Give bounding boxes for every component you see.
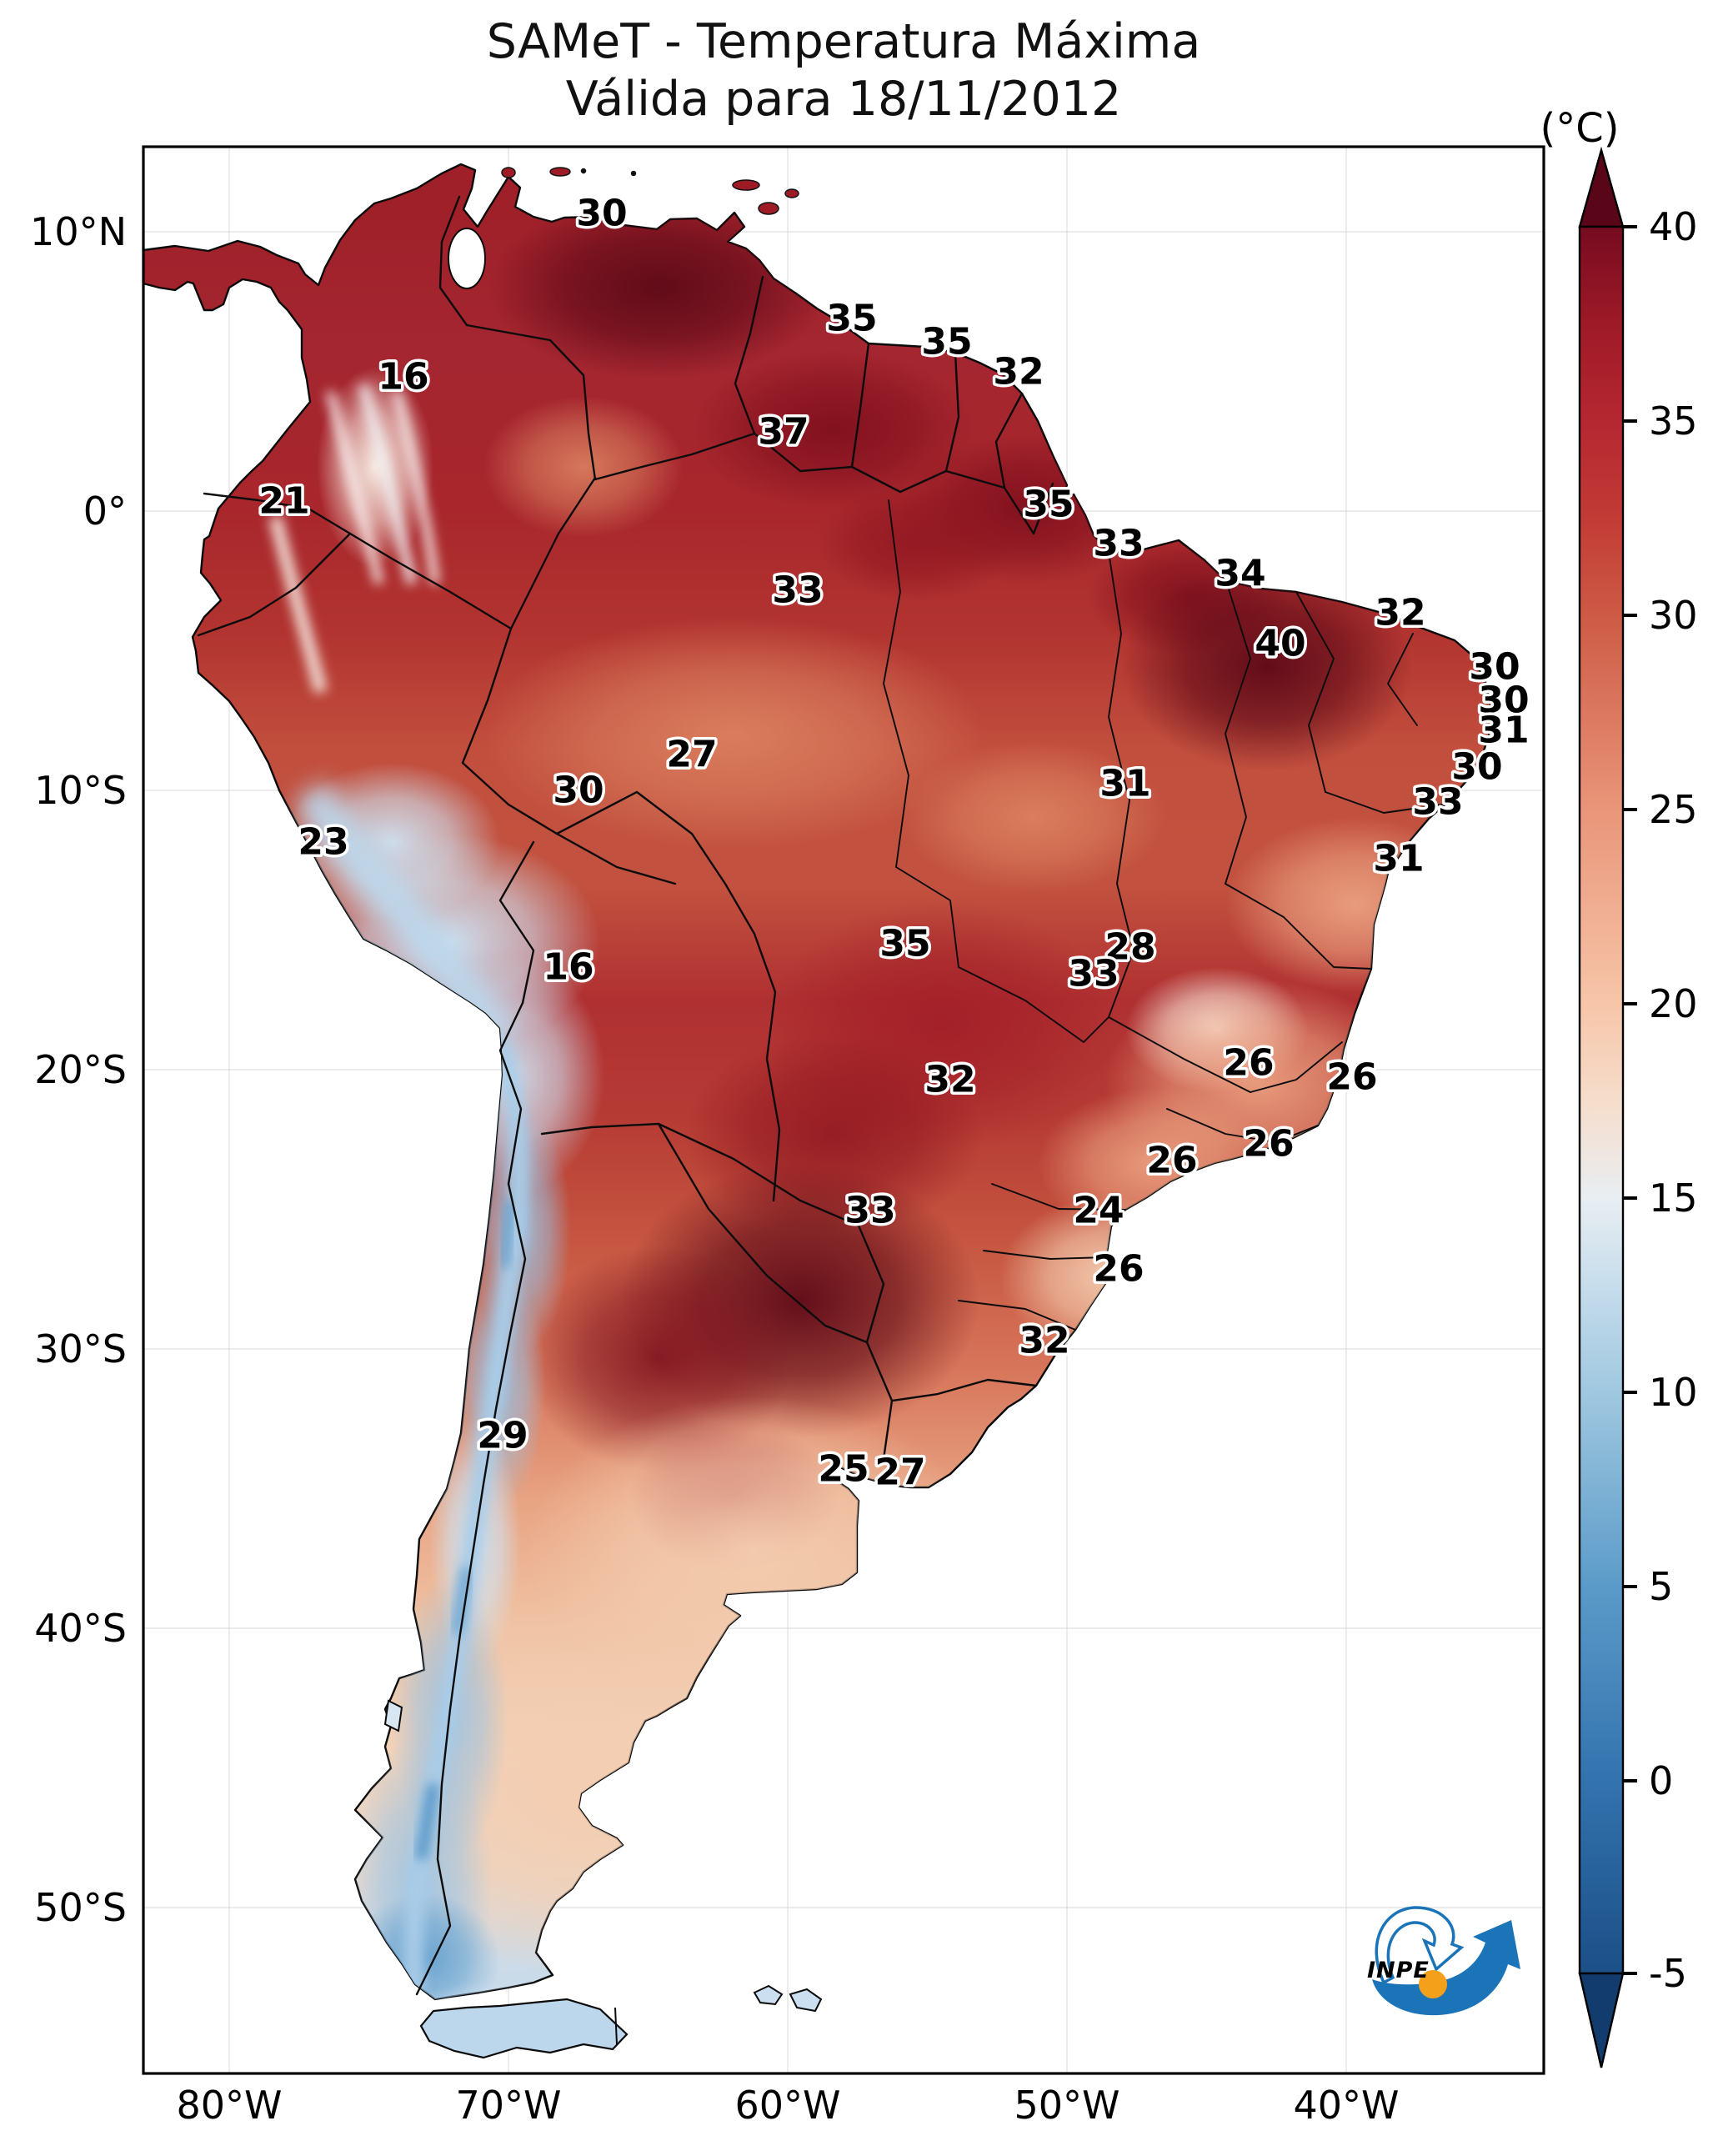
temperature-annotation: 35 [1023,484,1074,526]
temperature-annotation: 32 [993,351,1044,394]
page-title: SAMeT - Temperatura Máxima Válida para 1… [0,13,1687,128]
chiloe-island [383,1699,403,1732]
colorbar-tick-mark [1623,1391,1637,1394]
temperature-annotation: 31 [1099,763,1150,805]
temperature-annotation: 28 [1104,926,1155,969]
lon-tick-label: 80°W [176,2083,283,2128]
logo-orange-dot [1419,1970,1447,1998]
temperature-annotation: 32 [1019,1320,1069,1362]
temperature-annotation: 34 [1215,553,1265,595]
state-borders [883,499,1443,1331]
temperature-annotation: 29 [477,1415,528,1457]
colorbar-tick-label: 20 [1649,981,1698,1026]
colorbar-tick-mark [1623,1972,1637,1975]
colorbar [1578,146,1625,2068]
inpe-logo: INPE [1367,1906,1520,2016]
temperature-annotation: 35 [826,298,877,340]
colorbar-tick-label: 5 [1649,1564,1674,1609]
colorbar-tick-mark [1623,614,1637,617]
tdf-border [614,2007,618,2045]
temperature-annotation: 30 [576,193,627,235]
temperature-annotation: 26 [1223,1042,1274,1085]
colorbar-tick-label: 35 [1649,399,1698,444]
colorbar-gradient-bar [1578,225,1625,1975]
logo-orbit-arrow [1375,1906,1465,1985]
lat-tick-label: 40°S [34,1606,127,1651]
lat-tick-label: 10°N [30,209,127,254]
colorbar-tick-mark [1623,419,1637,423]
lake-maracaibo [448,228,486,289]
lat-tick-label: 10°S [34,768,127,813]
temperature-annotation: 26 [1243,1123,1294,1166]
temperature-annotation: 26 [1326,1056,1377,1099]
country-borders [197,195,1054,1996]
colorbar-tick-label: -5 [1649,1951,1687,1996]
temperature-annotation: 16 [543,946,594,989]
falkland-islands [753,1984,823,2013]
temperature-annotation: 26 [1146,1140,1197,1182]
colorbar-tick-mark [1623,225,1637,228]
logo-text: INPE [1367,1958,1430,1983]
temperature-annotation: 35 [921,321,972,364]
temperature-annotation: 33 [1412,781,1463,824]
temperature-annotation: 30 [1469,646,1520,689]
temperature-annotation: 31 [1373,838,1424,880]
colorbar-tick-mark [1623,808,1637,811]
lat-tick-label: 30°S [34,1326,127,1371]
caribbean-islands [501,167,799,215]
lon-tick-label: 50°W [1014,2083,1120,2128]
temperature-annotation: 33 [844,1190,895,1232]
colorbar-under-arrow [1578,1972,1625,2068]
lon-tick-label: 70°W [455,2083,562,2128]
colorbar-unit-label: (°C) [1540,105,1620,152]
colorbar-tick-label: 10 [1649,1370,1698,1415]
temperature-annotation: 33 [1068,953,1119,995]
tierra-del-fuego [419,1998,629,2059]
colorbar-tick-label: 0 [1649,1758,1674,1803]
title-line-1: SAMeT - Temperatura Máxima [486,14,1201,69]
colorbar-tick-label: 40 [1649,204,1698,249]
map-frame [142,145,1545,2075]
colorbar-tick-label: 25 [1649,787,1698,832]
lat-tick-label: 20°S [34,1047,127,1092]
title-line-2: Válida para 18/11/2012 [565,72,1122,127]
colorbar-over-arrow [1578,146,1625,228]
lon-tick-label: 40°W [1293,2083,1400,2128]
temperature-annotation: 33 [772,569,823,612]
colorbar-tick-mark [1623,1585,1637,1588]
lat-tick-label: 0° [83,489,127,534]
temperature-annotation: 32 [1375,592,1425,634]
colorbar-tick-label: 30 [1649,593,1698,638]
logo-swoosh-arrow [1372,1920,1520,2016]
temperature-annotation: 25 [818,1448,869,1491]
temperature-annotation: 24 [1073,1190,1124,1232]
temperature-annotation: 32 [924,1059,975,1101]
temperature-annotation: 23 [298,821,348,864]
lat-tick-label: 50°S [34,1885,127,1930]
temperature-annotation: 33 [1093,523,1144,565]
temperature-annotation: 27 [874,1452,925,1494]
temperature-annotation: 26 [1093,1248,1144,1291]
colorbar-tick-label: 15 [1649,1176,1698,1221]
temperature-annotation: 30 [553,770,604,812]
temperature-annotation: 27 [666,734,717,776]
temperature-annotation: 35 [879,923,930,965]
colorbar-tick-mark [1623,1002,1637,1005]
temperature-annotation: 16 [378,356,428,399]
temperature-annotation: 30 [1478,679,1529,722]
temperature-annotation: 37 [758,411,809,454]
lon-tick-label: 60°W [734,2083,841,2128]
temperature-annotation: 21 [258,480,309,523]
colorbar-tick-mark [1623,1779,1637,1782]
colorbar-tick-mark [1623,1196,1637,1200]
temperature-annotation: 31 [1478,709,1529,752]
temperature-annotation: 40 [1255,623,1305,665]
temperature-annotation: 30 [1451,746,1502,789]
